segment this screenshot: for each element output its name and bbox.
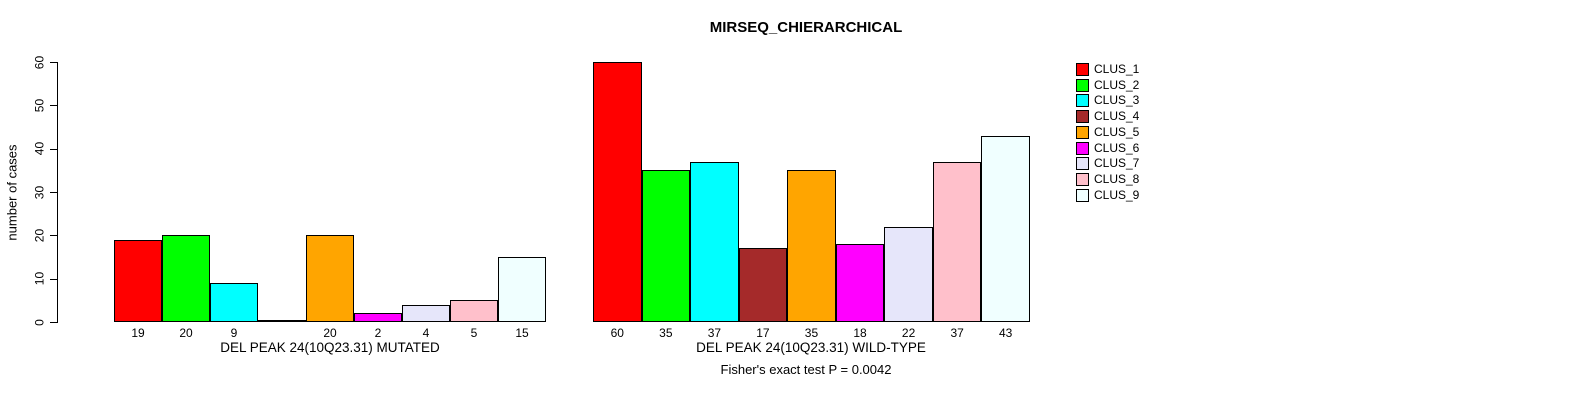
y-axis-tick-label: 10 (32, 271, 47, 286)
bar-clus_3 (690, 161, 739, 322)
bar-value-label: 15 (515, 326, 529, 340)
legend-label: CLUS_6 (1094, 140, 1140, 155)
legend-color-swatch (1076, 94, 1089, 108)
legend-color-swatch (1076, 63, 1089, 76)
legend-label: CLUS_3 (1094, 93, 1140, 108)
bar-clus_7 (884, 226, 933, 322)
bar-clus_6 (835, 244, 885, 322)
bar-clus_2 (162, 235, 210, 322)
y-axis-tick-label: 20 (32, 228, 47, 243)
legend-label: CLUS_4 (1094, 109, 1140, 124)
bar-value-label: 4 (422, 326, 430, 340)
bar-value-label: 43 (998, 326, 1013, 340)
y-axis-tick-label: 30 (32, 185, 47, 199)
chart-title: MIRSEQ_CHIERARCHICAL (709, 19, 903, 36)
legend-color-swatch (1076, 78, 1089, 92)
legend-label: CLUS_1 (1094, 62, 1140, 76)
bar-clus_5 (787, 170, 836, 322)
bar-clus_3 (210, 283, 258, 322)
legend-color-swatch (1076, 172, 1089, 186)
bar-clus_8 (450, 300, 498, 322)
x-axis-label-mutated: DEL PEAK 24(10Q23.31) MUTATED (220, 340, 440, 355)
bar-clus_1 (114, 239, 162, 322)
bar-clus_4 (258, 320, 306, 322)
bar-value-label: 18 (853, 326, 867, 340)
bar-clus_7 (402, 304, 450, 322)
bar-clus_2 (641, 170, 691, 322)
y-axis-tick-label: 0 (32, 318, 47, 326)
y-axis-tick-label: 50 (32, 98, 47, 113)
x-axis-label-wild-type: DEL PEAK 24(10Q23.31) WILD-TYPE (696, 340, 926, 355)
y-axis-label: number of cases (4, 144, 20, 241)
bar-value-label: 2 (374, 326, 382, 340)
bar-value-label: 19 (131, 326, 145, 340)
bar-clus_1 (593, 62, 642, 322)
bar-clus_4 (738, 248, 788, 322)
legend-color-swatch (1076, 125, 1089, 139)
legend-label: CLUS_5 (1094, 124, 1140, 139)
y-axis-tick-label: 40 (32, 141, 47, 156)
bar-value-label: 37 (950, 326, 964, 340)
y-axis-tick-label: 60 (32, 55, 47, 69)
y-axis-line (57, 62, 58, 323)
legend-color-swatch (1076, 188, 1089, 202)
bar-clus_6 (354, 313, 402, 322)
legend-color-swatch (1076, 110, 1089, 124)
legend-label: CLUS_7 (1094, 156, 1140, 171)
bar-clus_9 (498, 257, 546, 322)
bar-value-label: 35 (804, 326, 819, 340)
legend-color-swatch (1076, 157, 1089, 171)
bar-clus_9 (981, 135, 1030, 322)
y-axis-tick (50, 322, 57, 323)
fisher-test-annotation: Fisher's exact test P = 0.0042 (720, 362, 892, 377)
bar-value-label: 37 (707, 326, 722, 340)
y-axis-tick (50, 192, 57, 193)
y-axis-tick (50, 235, 57, 237)
bar-clus_8 (932, 161, 982, 322)
bar-value-label: 20 (179, 326, 193, 340)
legend-label: CLUS_2 (1094, 77, 1140, 92)
legend-label: CLUS_8 (1094, 171, 1140, 186)
legend-color-swatch (1076, 141, 1089, 155)
bar-value-label: 9 (230, 326, 238, 340)
y-axis-tick (50, 62, 57, 63)
y-axis-tick (50, 105, 57, 107)
bar-value-label: 60 (610, 326, 624, 340)
bar-value-label: 5 (470, 326, 478, 340)
y-axis-tick (50, 278, 57, 280)
bar-value-label: 17 (756, 326, 770, 340)
bar-value-label: 35 (659, 326, 673, 340)
bar-value-label: 22 (901, 326, 916, 340)
bar-value-label: 20 (323, 326, 337, 340)
legend-label: CLUS_9 (1094, 187, 1140, 202)
bar-clus_5 (306, 235, 354, 322)
y-axis-tick (50, 148, 57, 150)
